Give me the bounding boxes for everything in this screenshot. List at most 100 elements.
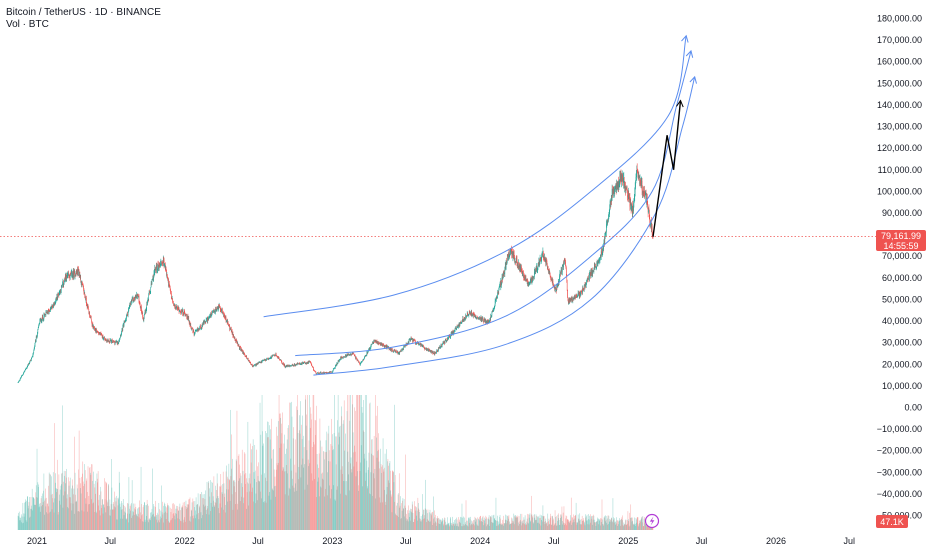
price-axis-tick-label: 40,000.00 xyxy=(882,316,922,326)
candle-body xyxy=(139,304,141,307)
candle-body xyxy=(597,262,598,265)
candle-body xyxy=(291,365,292,367)
volume-bar xyxy=(332,434,333,530)
candle-body xyxy=(617,185,618,187)
channel-arc-line[interactable] xyxy=(313,76,696,376)
volume-bar xyxy=(171,508,172,530)
candle-body xyxy=(35,336,37,342)
volume-bar xyxy=(549,517,551,530)
candle-body xyxy=(199,326,201,327)
candle-body xyxy=(58,293,59,295)
channel-arc-line[interactable] xyxy=(263,35,687,318)
candle-body xyxy=(607,219,608,223)
candle-body xyxy=(525,275,527,280)
volume-bar xyxy=(402,498,404,530)
candle-body xyxy=(154,267,156,273)
candle-body xyxy=(234,337,235,339)
candle-body xyxy=(192,328,194,332)
candle-body xyxy=(144,313,145,316)
volume-bar xyxy=(165,519,167,530)
lightning-icon[interactable] xyxy=(644,513,660,529)
candle-body xyxy=(309,361,311,362)
volume-bar xyxy=(457,523,458,530)
candle-body xyxy=(634,187,636,192)
volume-bar xyxy=(179,519,180,530)
volume-bar xyxy=(154,516,155,530)
candle-body xyxy=(122,328,123,331)
candle-body xyxy=(73,271,74,278)
candle-body xyxy=(441,345,442,347)
volume-bar xyxy=(645,521,647,530)
candle-body xyxy=(329,371,331,373)
volume-bar xyxy=(415,515,417,530)
candle-body xyxy=(582,287,584,290)
candle-body xyxy=(37,327,39,330)
channel-arc-line[interactable] xyxy=(295,50,692,357)
volume-bar xyxy=(430,513,432,530)
price-axis[interactable]: 180,000.00170,000.00160,000.00150,000.00… xyxy=(877,14,922,521)
projection-path[interactable] xyxy=(652,100,682,237)
candle-body xyxy=(422,345,423,346)
candle-body xyxy=(587,278,589,280)
candle-body xyxy=(583,284,585,291)
candle-body xyxy=(81,281,82,286)
drawings[interactable] xyxy=(263,34,697,376)
candle-body xyxy=(353,354,355,355)
candle-body xyxy=(42,316,43,318)
volume-bar xyxy=(190,516,191,530)
volume-bar xyxy=(392,471,393,530)
volume-bar xyxy=(161,485,162,530)
candle-body xyxy=(114,341,115,344)
volume-bar xyxy=(92,503,94,530)
volume-bar xyxy=(275,469,277,530)
volume-bar xyxy=(453,522,454,530)
candle-body xyxy=(130,302,131,306)
volume-bar xyxy=(109,515,110,530)
candle-body xyxy=(235,340,236,343)
candle-body xyxy=(316,373,318,375)
time-axis[interactable]: 2021 Jul 2022 Jul 2023 Jul 2024 Jul 2025 Jul 2026 J… xyxy=(27,536,855,546)
volume-bar xyxy=(376,457,378,530)
volume-bar xyxy=(396,505,397,530)
volume-bar xyxy=(415,506,417,530)
volume-bar xyxy=(574,515,575,530)
candle-body xyxy=(356,358,357,360)
price-axis-tick-label: 90,000.00 xyxy=(882,208,922,218)
volume-bar xyxy=(96,473,98,530)
volume-bar xyxy=(364,458,366,530)
candle-body xyxy=(389,348,391,350)
candle-body xyxy=(27,365,28,367)
volume-bar xyxy=(172,514,174,530)
volume-bar xyxy=(69,477,71,530)
volume-bar xyxy=(415,510,416,530)
candle-body xyxy=(130,302,132,304)
volume-bar xyxy=(458,521,460,530)
candle-body xyxy=(117,341,119,345)
volume-indicator-label[interactable]: Vol · BTC xyxy=(6,19,49,30)
candle-body xyxy=(362,359,364,361)
candle-body xyxy=(585,283,586,287)
candle-body xyxy=(476,318,477,319)
volume-bar xyxy=(545,518,546,530)
candle-body xyxy=(382,344,384,346)
candle-body xyxy=(577,296,578,298)
volume-bar xyxy=(168,506,170,530)
candle-body xyxy=(628,196,630,200)
candle-body xyxy=(283,362,284,365)
volume-bar xyxy=(141,521,143,530)
candle-body xyxy=(599,258,601,260)
candle-body xyxy=(105,339,107,341)
candle-body xyxy=(443,341,445,343)
volume-bar xyxy=(291,416,293,530)
volume-bar xyxy=(123,504,124,530)
candle-body xyxy=(510,251,511,255)
volume-bar xyxy=(352,395,353,530)
candle-body xyxy=(214,311,215,313)
candle-body xyxy=(338,360,339,362)
volume-bar xyxy=(366,488,368,530)
candle-body xyxy=(500,280,502,285)
candle-body xyxy=(477,318,479,320)
candle-body xyxy=(607,219,609,221)
volume-bar xyxy=(418,503,419,530)
